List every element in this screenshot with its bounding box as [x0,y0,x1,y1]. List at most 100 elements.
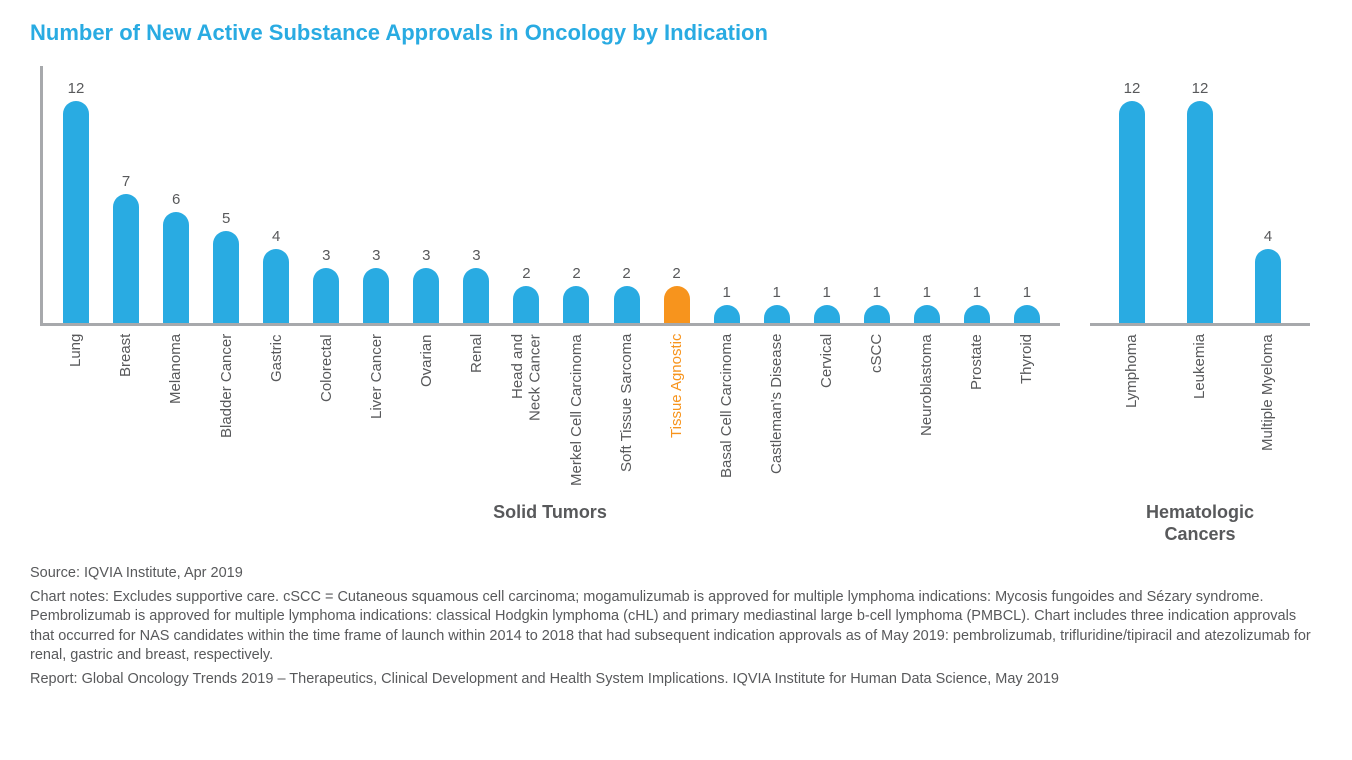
plot-area-hemat: 12 12 4 [1090,66,1310,326]
bar-label-col: Breast [101,334,151,496]
bar-col: 2 [602,265,652,323]
group-label-hemat: Hematologic Cancers [1090,502,1310,545]
bar-label-col: Head and Neck Cancer [501,334,551,496]
bar [563,286,589,323]
bar-label-col: Thyroid [1002,334,1052,496]
bar-value: 3 [372,247,380,264]
bar [213,231,239,323]
bar [163,212,189,323]
bar-label: Merkel Cell Carcinoma [568,334,585,496]
bar-col: 3 [451,247,501,323]
bar-value: 2 [522,265,530,282]
bar-value: 1 [923,284,931,301]
bar-label: Breast [117,334,134,496]
bar-col: 4 [1234,228,1302,323]
bar-label: Gastric [268,334,285,496]
bar-label-col: cSCC [852,334,902,496]
chart-group-solid: 127654333322221111111 LungBreastMelanoma… [40,66,1060,546]
bar [463,268,489,323]
bar-label-col: Prostate [952,334,1002,496]
bar [113,194,139,323]
bar-value: 2 [572,265,580,282]
bar-value: 12 [1124,80,1141,97]
bar-value: 4 [272,228,280,245]
bar [814,305,840,323]
bar-col: 4 [251,228,301,323]
bar-label: Neuroblastoma [918,334,935,496]
bar-col: 1 [752,284,802,323]
bar [413,268,439,323]
bar-value: 2 [672,265,680,282]
chart-container: 127654333322221111111 LungBreastMelanoma… [30,66,1322,546]
bar-value: 1 [973,284,981,301]
bar-value: 2 [622,265,630,282]
bar-label: Leukemia [1191,334,1208,496]
bar-col: 1 [952,284,1002,323]
bar-col: 1 [1002,284,1052,323]
bar-value: 12 [1192,80,1209,97]
bar-label: Liver Cancer [368,334,385,496]
bar-col: 7 [101,173,151,323]
bar-value: 6 [172,191,180,208]
labels-row-solid: Lung Breast Melanoma Bladder Cancer Gastric C… [40,326,1060,496]
chart-group-hemat: 12 12 4 Lymphoma Leukemia Multiple Myeloma H… [1090,66,1310,546]
bar-value: 3 [322,247,330,264]
chart-title: Number of New Active Substance Approvals… [30,20,1322,46]
bar-value: 4 [1264,228,1272,245]
footer-notes: Chart notes: Excludes supportive care. c… [30,588,1322,666]
bar-label: Soft Tissue Sarcoma [618,334,635,496]
bar-col: 1 [852,284,902,323]
bar-label: Castleman's Disease [768,334,785,496]
bar-label: Melanoma [167,334,184,496]
bar-label: cSCC [868,334,885,496]
bar-label-col: Lung [51,334,101,496]
bar-col: 3 [301,247,351,323]
bar [513,286,539,323]
bar-label-col: Merkel Cell Carcinoma [551,334,601,496]
bar-col: 2 [551,265,601,323]
bar [363,268,389,323]
bar-label-col: Leukemia [1166,334,1234,496]
bar-label-col: Liver Cancer [351,334,401,496]
bar-col: 5 [201,210,251,323]
footer-report: Report: Global Oncology Trends 2019 – Th… [30,670,1322,690]
bar-label: Cervical [818,334,835,496]
bar-label-col: Soft Tissue Sarcoma [602,334,652,496]
bar [1014,305,1040,323]
bar-label-col: Ovarian [401,334,451,496]
bar-col: 12 [1098,80,1166,323]
bar-label: Lymphoma [1123,334,1140,496]
bar-label: Prostate [968,334,985,496]
bar-label: Ovarian [418,334,435,496]
bar-label-col: Cervical [802,334,852,496]
bar-value: 1 [1023,284,1031,301]
bar-label: Multiple Myeloma [1259,334,1276,496]
bar [864,305,890,323]
plot-area-solid: 127654333322221111111 [40,66,1060,326]
bar [63,101,89,323]
bar-label-col: Renal [451,334,501,496]
bar-label-col: Castleman's Disease [752,334,802,496]
bar [1119,101,1145,323]
bar-label: Renal [468,334,485,496]
labels-row-hemat: Lymphoma Leukemia Multiple Myeloma [1090,326,1310,496]
bar-label-col: Bladder Cancer [201,334,251,496]
bar [313,268,339,323]
bar-label-col: Melanoma [151,334,201,496]
bar-value: 1 [873,284,881,301]
bar-col: 12 [51,80,101,323]
bar-value: 7 [122,173,130,190]
bar-value: 3 [472,247,480,264]
bar-value: 1 [722,284,730,301]
bar-col: 3 [401,247,451,323]
bar-label: Basal Cell Carcinoma [718,334,735,496]
bar [263,249,289,323]
bar-value: 3 [422,247,430,264]
bar-col: 2 [652,265,702,323]
bar-label-col: Lymphoma [1098,334,1166,496]
bar [914,305,940,323]
bar-label-col: Gastric [251,334,301,496]
bar-col: 2 [501,265,551,323]
footer-source: Source: IQVIA Institute, Apr 2019 [30,564,1322,584]
bar [714,305,740,323]
